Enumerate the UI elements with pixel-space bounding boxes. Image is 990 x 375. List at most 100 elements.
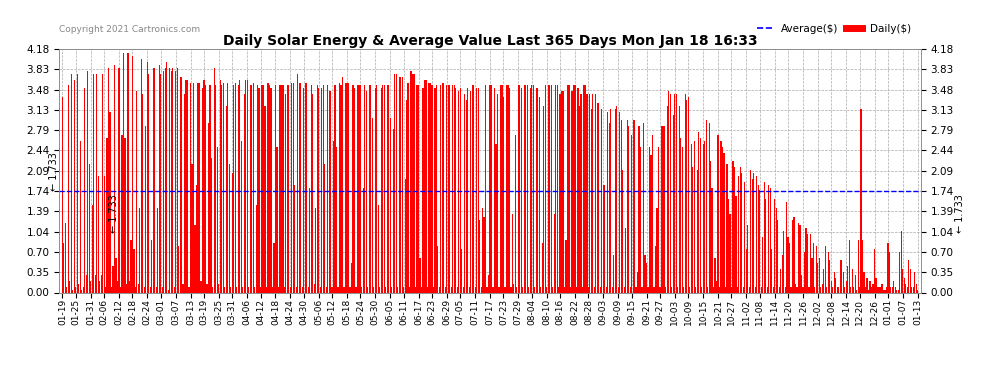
Bar bbox=[544, 86, 545, 292]
Bar bbox=[123, 53, 124, 292]
Bar bbox=[270, 88, 271, 292]
Bar bbox=[549, 86, 550, 292]
Bar bbox=[495, 144, 497, 292]
Bar bbox=[342, 77, 344, 292]
Bar bbox=[314, 284, 315, 292]
Bar bbox=[361, 286, 362, 292]
Bar bbox=[330, 92, 332, 292]
Bar bbox=[290, 286, 291, 292]
Bar bbox=[647, 286, 648, 292]
Bar bbox=[170, 71, 171, 292]
Bar bbox=[887, 243, 888, 292]
Bar bbox=[338, 286, 339, 292]
Bar bbox=[579, 106, 580, 292]
Bar bbox=[665, 286, 666, 292]
Bar bbox=[190, 82, 191, 292]
Bar bbox=[745, 249, 746, 292]
Bar bbox=[787, 237, 789, 292]
Bar bbox=[79, 141, 81, 292]
Bar bbox=[772, 286, 774, 292]
Bar bbox=[763, 182, 765, 292]
Bar bbox=[200, 281, 202, 292]
Bar bbox=[297, 74, 298, 292]
Bar bbox=[576, 286, 577, 292]
Bar bbox=[299, 82, 300, 292]
Bar bbox=[601, 109, 602, 292]
Bar bbox=[840, 260, 841, 292]
Bar bbox=[294, 184, 295, 292]
Bar bbox=[90, 281, 91, 292]
Bar bbox=[816, 246, 817, 292]
Bar bbox=[733, 161, 734, 292]
Bar bbox=[141, 59, 142, 292]
Bar bbox=[117, 281, 118, 292]
Bar bbox=[716, 281, 717, 292]
Bar bbox=[588, 286, 589, 292]
Bar bbox=[406, 100, 407, 292]
Bar bbox=[445, 286, 446, 292]
Bar bbox=[751, 179, 753, 292]
Bar bbox=[524, 86, 525, 292]
Bar bbox=[335, 86, 336, 292]
Bar bbox=[637, 272, 639, 292]
Bar bbox=[89, 164, 90, 292]
Bar bbox=[622, 170, 624, 292]
Bar bbox=[654, 246, 656, 292]
Bar bbox=[722, 147, 723, 292]
Bar bbox=[494, 88, 495, 292]
Bar bbox=[355, 286, 356, 292]
Bar bbox=[802, 286, 804, 292]
Bar bbox=[685, 94, 686, 292]
Bar bbox=[482, 208, 483, 292]
Bar bbox=[125, 138, 126, 292]
Bar bbox=[828, 252, 829, 292]
Bar bbox=[571, 92, 572, 292]
Bar bbox=[326, 286, 327, 292]
Bar bbox=[98, 176, 99, 292]
Bar bbox=[235, 82, 236, 292]
Bar bbox=[346, 82, 347, 292]
Bar bbox=[312, 94, 313, 292]
Bar bbox=[370, 86, 371, 292]
Bar bbox=[604, 184, 606, 292]
Bar bbox=[329, 92, 330, 292]
Bar bbox=[275, 86, 276, 292]
Bar bbox=[455, 88, 456, 292]
Bar bbox=[697, 170, 698, 292]
Bar bbox=[264, 106, 265, 292]
Bar bbox=[643, 123, 644, 292]
Bar bbox=[753, 173, 754, 292]
Bar bbox=[158, 65, 159, 292]
Bar bbox=[698, 132, 699, 292]
Bar bbox=[371, 117, 373, 292]
Bar bbox=[161, 286, 162, 292]
Bar bbox=[659, 286, 660, 292]
Bar bbox=[757, 184, 759, 292]
Bar bbox=[541, 286, 542, 292]
Bar bbox=[308, 286, 309, 292]
Bar bbox=[187, 80, 188, 292]
Bar bbox=[402, 77, 403, 292]
Bar bbox=[480, 286, 482, 292]
Bar bbox=[273, 243, 274, 292]
Bar bbox=[715, 258, 716, 292]
Bar bbox=[851, 269, 852, 292]
Bar bbox=[391, 286, 392, 292]
Bar bbox=[580, 94, 581, 292]
Bar bbox=[539, 97, 540, 292]
Bar bbox=[801, 275, 802, 292]
Bar bbox=[750, 170, 751, 292]
Bar bbox=[916, 284, 917, 292]
Bar bbox=[293, 82, 294, 292]
Bar bbox=[323, 86, 324, 292]
Bar bbox=[226, 106, 227, 292]
Bar bbox=[381, 88, 382, 292]
Bar bbox=[359, 86, 361, 292]
Bar bbox=[546, 286, 547, 292]
Bar bbox=[874, 249, 875, 292]
Bar bbox=[415, 286, 416, 292]
Bar bbox=[433, 286, 434, 292]
Bar bbox=[707, 286, 708, 292]
Bar bbox=[766, 286, 768, 292]
Bar bbox=[747, 225, 748, 292]
